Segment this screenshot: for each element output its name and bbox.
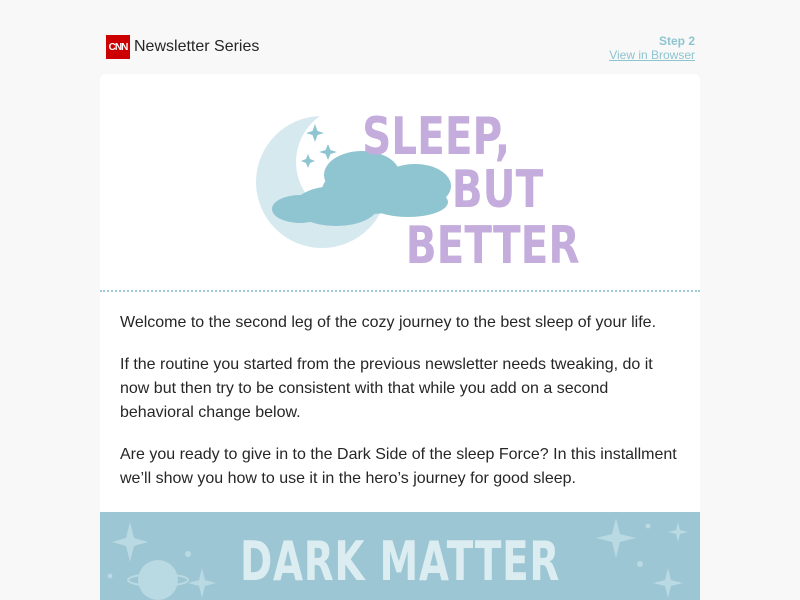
brand[interactable]: CNN Newsletter Series	[106, 35, 259, 59]
newsletter-body: Welcome to the second leg of the cozy jo…	[120, 311, 685, 509]
hero-image: SLEEP, BUT BETTER	[100, 74, 700, 290]
hero-title: SLEEP, BUT BETTER	[362, 106, 580, 275]
sparkle-icon	[596, 518, 636, 558]
banner-decoration	[107, 518, 688, 600]
planet-icon	[127, 560, 189, 600]
newsletter-header: CNN Newsletter Series Step 2 View in Bro…	[100, 30, 700, 66]
star-dot-icon	[185, 551, 191, 557]
newsletter-card: SLEEP, BUT BETTER Welcome to the second …	[100, 74, 700, 600]
sparkle-icon	[188, 568, 216, 598]
hero-title-line-2: BUT	[452, 159, 544, 219]
sparkle-icon	[653, 568, 683, 598]
cnn-logo[interactable]: CNN	[106, 35, 130, 59]
sparkle-icon	[112, 522, 148, 562]
sparkle-icon	[668, 522, 688, 542]
hero-title-line-3: BETTER	[406, 215, 580, 275]
hero-graphic	[256, 106, 451, 248]
routine-paragraph: If the routine you started from the prev…	[120, 356, 653, 421]
dark-matter-banner: DARK MATTER	[100, 512, 700, 600]
dark-side-paragraph: Are you ready to give in to the Dark Sid…	[120, 446, 677, 487]
view-in-browser-link[interactable]: View in Browser	[609, 48, 695, 62]
banner-title: DARK MATTER	[239, 530, 561, 593]
intro-paragraph: Welcome to the second leg of the cozy jo…	[120, 314, 657, 331]
cloud-icon	[272, 151, 451, 226]
star-dot-icon	[645, 523, 651, 529]
divider	[100, 290, 700, 292]
header-meta: Step 2 View in Browser	[609, 34, 695, 62]
star-icon	[301, 124, 337, 168]
hero-title-line-1: SLEEP,	[362, 106, 510, 166]
series-title: Newsletter Series	[134, 38, 260, 55]
step-label: Step 2	[658, 34, 695, 48]
star-dot-icon	[637, 561, 643, 567]
star-dot-icon	[107, 573, 113, 579]
